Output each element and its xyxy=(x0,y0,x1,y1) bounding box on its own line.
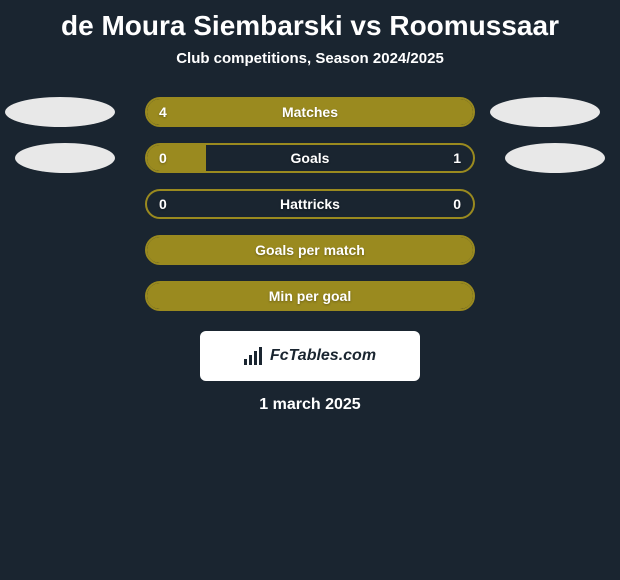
stat-label: Goals per match xyxy=(255,242,365,258)
subtitle: Club competitions, Season 2024/2025 xyxy=(0,50,620,67)
stat-bar-matches: 4 Matches xyxy=(145,97,475,127)
stat-label: Min per goal xyxy=(269,288,351,304)
stat-value-left: 4 xyxy=(159,104,167,120)
player-photo-right xyxy=(505,143,605,173)
stat-value-right: 1 xyxy=(453,150,461,166)
page-title: de Moura Siembarski vs Roomussaar xyxy=(0,0,620,50)
stat-bar-hattricks: 0 Hattricks 0 xyxy=(145,189,475,219)
stat-value-left: 0 xyxy=(159,150,167,166)
brand-badge: FcTables.com xyxy=(200,331,420,381)
stat-label: Hattricks xyxy=(280,196,340,212)
stat-label: Matches xyxy=(282,104,338,120)
stat-row-matches: 4 Matches xyxy=(0,97,620,127)
stat-row-goals: 0 Goals 1 xyxy=(0,143,620,173)
stat-row-hattricks: 0 Hattricks 0 xyxy=(0,189,620,219)
brand-text: FcTables.com xyxy=(270,347,376,365)
stat-bar-goals: 0 Goals 1 xyxy=(145,143,475,173)
stat-value-left: 0 xyxy=(159,196,167,212)
player-photo-left xyxy=(15,143,115,173)
stats-section: 4 Matches 0 Goals 1 0 Hattricks 0 xyxy=(0,97,620,311)
stat-bar-min-per-goal: Min per goal xyxy=(145,281,475,311)
chart-icon xyxy=(244,347,264,365)
player-photo-right xyxy=(490,97,600,127)
player-photo-left xyxy=(5,97,115,127)
stat-bar-goals-per-match: Goals per match xyxy=(145,235,475,265)
comparison-infographic: de Moura Siembarski vs Roomussaar Club c… xyxy=(0,0,620,414)
stat-label: Goals xyxy=(291,150,330,166)
stat-value-right: 0 xyxy=(453,196,461,212)
stat-row-goals-per-match: Goals per match xyxy=(0,235,620,265)
stat-row-min-per-goal: Min per goal xyxy=(0,281,620,311)
footer-date: 1 march 2025 xyxy=(0,396,620,414)
bar-fill xyxy=(147,145,206,171)
